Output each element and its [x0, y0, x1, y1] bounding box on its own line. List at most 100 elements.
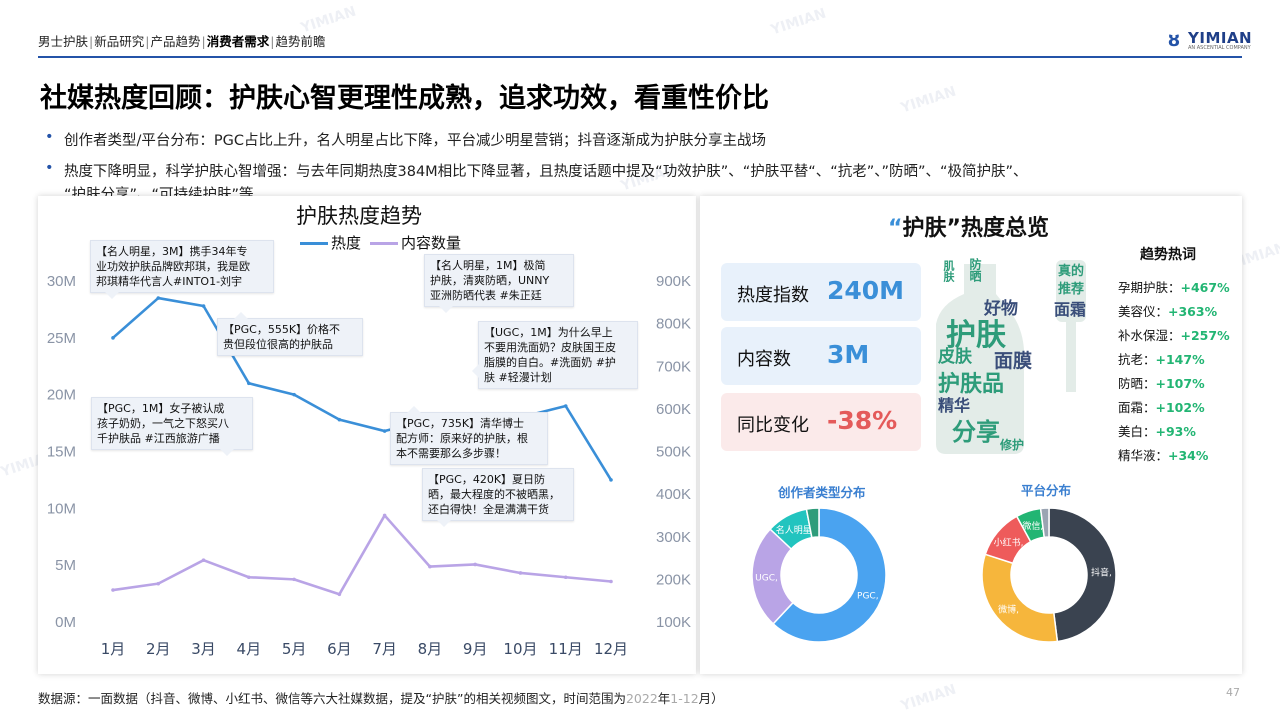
trending-word-row: 补水保湿：+257% — [1118, 325, 1230, 344]
trend-chart-card: 护肤热度趋势 热度 内容数量 0M 5M 10M 15M 20M 25M 30M 100K 20… — [38, 196, 696, 674]
y-left-tick-label: 5M — [55, 557, 76, 574]
annotation-4: 【名人明星，1M】极简 护肤，清爽防晒，UNNY 亚洲防晒代表 #朱正廷 — [424, 254, 574, 313]
source-text: 数据源：一面数据（抖音、微博、小红书、微信等六大社媒数据，提及“护肤”的相关视频… — [38, 691, 626, 706]
data-point — [111, 588, 115, 592]
annotation-5-line: 不要用洗面奶？皮肤国王皮 — [484, 341, 616, 354]
x-tick-label: 8月 — [418, 640, 443, 658]
bullet-dot: • — [45, 129, 54, 145]
annotation-7-line: 【PGC，420K】夏日防 — [428, 473, 546, 486]
donut-slice-label: PGC, — [857, 591, 879, 601]
annotation-3-line: 孩子奶奶，一气之下怒买八 — [97, 417, 229, 430]
annotation-7: 【PGC，420K】夏日防 晒，最大程度的不被晒黑， 还白得快！全是满满干货 — [422, 468, 574, 527]
data-point — [609, 478, 613, 482]
stat-label: 同比变化 — [737, 415, 809, 436]
word-cloud-word: 面霜 — [1054, 300, 1087, 319]
donut-slice-label: 名人明星 — [776, 524, 812, 536]
bullet-2: • 热度下降明显，科学护肤心智增强：与去年同期热度384M相比下降显著，且热度话题… — [45, 160, 1028, 181]
chart-title: 护肤热度趋势 — [296, 204, 422, 228]
word-cloud-word: 精华 — [938, 396, 971, 415]
annotation-2-line: 贵但段位很高的护肤品 — [223, 338, 333, 351]
trending-word-row: 防晒：+107% — [1118, 373, 1205, 392]
trending-word-growth: +257% — [1180, 328, 1230, 343]
x-tick-label: 4月 — [237, 640, 262, 658]
breadcrumb-item-trend-outlook[interactable]: 趋势前瞻 — [275, 34, 326, 49]
title-quote: ” — [946, 216, 961, 241]
bullet-2-text: 热度下降明显，科学护肤心智增强：与去年同期热度384M相比下降显著，且热度话题中… — [64, 164, 1028, 180]
creator-donut-chart: PGC, UGC, 名人明星 — [751, 507, 887, 643]
trending-word-growth: +34% — [1168, 448, 1209, 463]
y-right-tick-label: 300K — [656, 529, 691, 546]
y-right-tick-label: 900K — [656, 273, 691, 290]
annotation-3-line: 千护肤品 #江西旅游广播 — [97, 432, 220, 445]
trending-word: 补水保湿： — [1118, 328, 1181, 343]
annotation-4-line: 【名人明星，1M】极简 — [430, 259, 546, 272]
y-left-tick-label: 10M — [47, 500, 76, 517]
annotation-3: 【PGC，1M】女子被认成 孩子奶奶，一气之下怒买八 千护肤品 #江西旅游广播 — [91, 397, 253, 456]
trending-word: 抗老： — [1118, 352, 1156, 367]
y-left-tick-label: 20M — [47, 387, 76, 404]
watermark: YIMIAN — [768, 5, 829, 39]
stat-content-count: 内容数 3M — [721, 327, 921, 385]
watermark: YIMIAN — [898, 83, 959, 117]
donut-slice-label: 小红书, — [994, 537, 1024, 549]
annotation-7-line: 晒，最大程度的不被晒黑， — [428, 488, 560, 501]
header-divider — [38, 56, 1242, 58]
annotation-6-line: 【PGC，735K】清华博士 — [396, 417, 525, 430]
stat-heat-index: 热度指数 240M — [721, 263, 921, 321]
annotation-5-line: 【UGC，1M】为什么早上 — [484, 326, 613, 339]
series-line-content-count — [112, 514, 612, 596]
breadcrumb-item-product-trend[interactable]: 产品趋势 — [150, 34, 201, 49]
legend-content-swatch — [370, 242, 398, 245]
bottle-shape — [936, 260, 1086, 454]
annotation-2: 【PGC，555K】价格不 贵但段位很高的护肤品 — [217, 312, 363, 356]
data-point — [292, 577, 296, 582]
stat-label: 热度指数 — [737, 285, 809, 306]
trending-word-growth: +102% — [1155, 400, 1205, 415]
source-year: 2022 — [625, 691, 658, 706]
data-point — [473, 562, 477, 567]
y-right-tick-label: 700K — [656, 358, 691, 375]
trending-word-row: 孕期护肤：+467% — [1118, 277, 1230, 296]
data-point — [609, 579, 613, 584]
word-cloud: 防晒 肌肤 好物 护肤 皮肤 面膜 护肤品 精华 分享 修护 真的 推荐 面霜 — [934, 254, 1104, 460]
trending-word: 美容仪： — [1118, 304, 1169, 319]
breadcrumb-item-mens-skincare[interactable]: 男士护肤 — [38, 34, 89, 49]
logo-name: YIMIAN — [1188, 29, 1253, 47]
source-range: 1-12 — [670, 691, 699, 706]
donut-slice-label: 微信, — [1022, 520, 1043, 532]
annotation-5-line: 肤 #轻漫计划 — [484, 371, 552, 384]
annotation-6: 【PGC，735K】清华博士 配方师：原来好的护肤，根 本不需要那么多步骤！ — [390, 406, 548, 465]
annotation-1: 【名人明星，3M】携手34年专 业功效护肤品牌欧邦琪，我是欧 邦琪精华代言人#I… — [90, 240, 274, 299]
word-cloud-word: 好物 — [984, 299, 1018, 319]
annotation-1-line: 邦琪精华代言人#INTO1-刘宇 — [96, 275, 243, 288]
overview-title: “护肤”热度总览 — [888, 210, 1049, 242]
data-point — [382, 429, 387, 433]
annotation-6-line: 配方师：原来好的护肤，根 — [396, 432, 528, 445]
donut-slice-label: 抖音, — [1091, 567, 1112, 579]
trending-word: 精华液： — [1118, 448, 1169, 463]
trending-word: 美白： — [1118, 424, 1156, 439]
y-right-tick-label: 800K — [656, 316, 691, 333]
trending-word-row: 面霜：+102% — [1118, 397, 1205, 416]
trending-word: 孕期护肤： — [1118, 280, 1181, 295]
annotation-7-line: 还白得快！全是满满干货 — [428, 503, 549, 516]
y-right-tick-label: 100K — [656, 614, 691, 631]
breadcrumb-item-consumer-needs[interactable]: 消费者需求 — [206, 34, 270, 49]
breadcrumb-item-new-product[interactable]: 新品研究 — [94, 34, 145, 49]
x-tick-label: 2月 — [146, 640, 171, 658]
annotation-6-line: 本不需要那么多步骤！ — [396, 447, 506, 460]
x-tick-label: 12月 — [594, 640, 628, 658]
data-point — [337, 417, 342, 422]
y-left-tick-label: 30M — [47, 273, 76, 290]
trending-word: 面霜： — [1118, 400, 1156, 415]
donut-slice — [1048, 507, 1117, 643]
word-cloud-word: 肌肤 — [942, 260, 955, 282]
x-tick-label: 11月 — [549, 640, 583, 658]
annotation-2-line: 【PGC，555K】价格不 — [223, 323, 341, 336]
data-point — [111, 336, 115, 340]
trending-word-growth: +147% — [1155, 352, 1205, 367]
trending-word-growth: +363% — [1168, 304, 1218, 319]
trending-word-row: 抗老：+147% — [1118, 349, 1205, 368]
stat-value: -38% — [827, 406, 898, 435]
donut-slice-label: 微博, — [998, 603, 1019, 615]
